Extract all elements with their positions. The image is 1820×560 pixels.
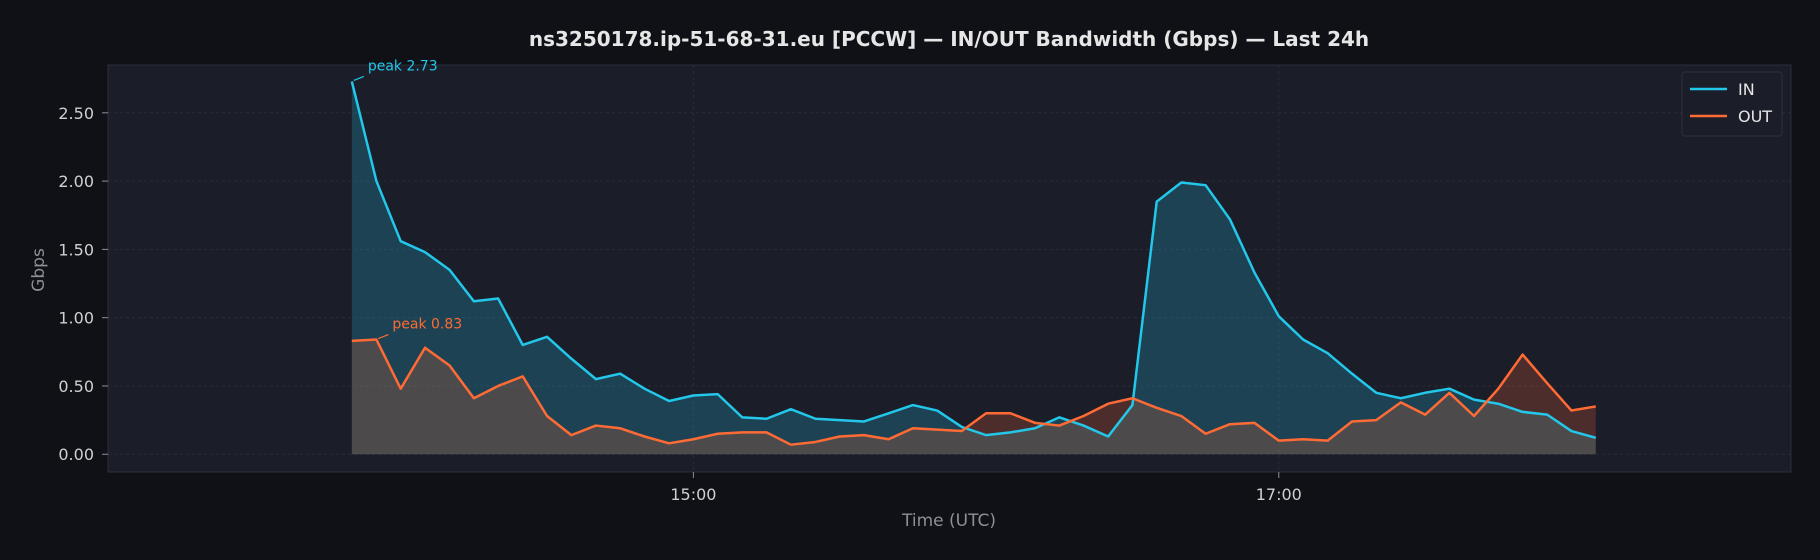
chart-title: ns3250178.ip-51-68-31.eu [PCCW] — IN/OUT… <box>529 27 1369 51</box>
annotation-pointer <box>353 75 365 81</box>
annotation-label: peak 2.73 <box>368 58 438 74</box>
plot-area <box>107 64 1792 473</box>
y-tick-label: 1.00 <box>58 309 94 328</box>
legend-box <box>1681 71 1783 137</box>
grid <box>108 65 1791 472</box>
y-axis-label: Gbps <box>29 248 49 292</box>
x-tick-label: 15:00 <box>670 485 716 504</box>
annotation-pointer <box>378 333 389 340</box>
y-axis-ticks: 0.00 0.50 1.00 1.50 2.00 2.50 <box>58 104 108 464</box>
x-axis-ticks: 15:00 17:00 <box>670 472 1302 504</box>
y-tick-label: 1.50 <box>58 240 94 259</box>
legend-label-in: IN <box>1738 80 1755 99</box>
legend: IN OUT <box>1681 71 1783 137</box>
legend-label-out: OUT <box>1738 107 1772 126</box>
line-in <box>350 81 1597 440</box>
y-tick-label: 0.50 <box>58 377 94 396</box>
annotation-label: peak 0.83 <box>392 317 462 333</box>
y-tick-label: 0.00 <box>58 445 94 464</box>
series-lines <box>350 81 1597 446</box>
x-tick-label: 17:00 <box>1256 485 1302 504</box>
y-tick-label: 2.50 <box>58 104 94 123</box>
annotations: peak 2.73 peak 0.83 <box>353 58 462 340</box>
area-in <box>351 81 1596 455</box>
y-tick-label: 2.00 <box>58 172 94 191</box>
line-out <box>351 338 1596 446</box>
x-axis-label: Time (UTC) <box>901 511 996 531</box>
